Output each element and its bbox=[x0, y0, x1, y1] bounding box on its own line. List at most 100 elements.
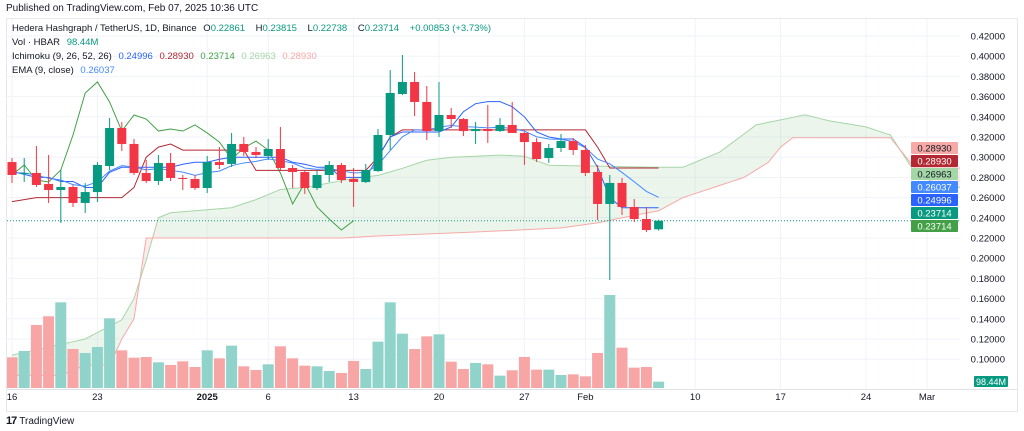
candle-body bbox=[275, 149, 285, 169]
volume-bar bbox=[250, 369, 262, 388]
close-value: 0.23714 bbox=[364, 23, 400, 34]
candle-body bbox=[288, 168, 298, 173]
span-a-line bbox=[11, 114, 960, 356]
symbol-title[interactable]: Hedera Hashgraph / TetherUS, 1D, Binance bbox=[12, 23, 197, 34]
volume-bar bbox=[506, 370, 518, 388]
tradingview-logo[interactable]: 17 TradingView bbox=[6, 415, 74, 427]
candle bbox=[92, 162, 102, 203]
candle bbox=[544, 143, 554, 163]
volume-bar bbox=[372, 341, 384, 388]
cloud-segment bbox=[731, 133, 744, 182]
candle bbox=[654, 219, 664, 231]
volume-bar bbox=[43, 316, 55, 388]
price-badge: 0.26963 bbox=[911, 168, 958, 181]
price-badge-bg bbox=[911, 194, 958, 206]
cloud-segment bbox=[744, 124, 757, 178]
candle-body bbox=[153, 162, 163, 182]
cloud-segment bbox=[475, 155, 488, 232]
candle-body bbox=[373, 134, 383, 172]
volume-bar bbox=[567, 374, 579, 388]
candle-body bbox=[422, 101, 432, 132]
volume-value: 98.44M bbox=[66, 37, 99, 48]
candle bbox=[495, 118, 505, 132]
candle-body bbox=[227, 143, 237, 164]
price-badge-label: 0.26963 bbox=[917, 170, 951, 181]
volume-bar bbox=[238, 366, 250, 388]
volume-bar bbox=[531, 369, 543, 388]
candle bbox=[532, 138, 542, 163]
cloud-segment bbox=[817, 117, 830, 138]
open-value: 0.22861 bbox=[210, 23, 246, 34]
cloud-segment bbox=[573, 165, 586, 227]
candle bbox=[263, 139, 273, 161]
volume-bar bbox=[653, 381, 665, 388]
candle-body bbox=[300, 172, 310, 189]
cloud-segment bbox=[256, 194, 269, 238]
kijun-line bbox=[11, 129, 659, 203]
candle bbox=[190, 174, 200, 191]
cloud-segment bbox=[646, 167, 659, 214]
volume-bar bbox=[152, 362, 164, 388]
volume-bar bbox=[30, 324, 42, 388]
cloud-segment bbox=[805, 114, 818, 138]
candle-body bbox=[471, 129, 481, 132]
volume-bar bbox=[396, 333, 408, 388]
lagging-value: 0.23714 bbox=[200, 51, 235, 62]
cloud-segment bbox=[695, 157, 708, 194]
cloud-segment bbox=[170, 211, 183, 238]
price-badge-label: 0.24996 bbox=[917, 196, 951, 207]
price-tick-label: 0.30000 bbox=[971, 153, 1005, 164]
time-tick-label: 10 bbox=[690, 392, 701, 403]
price-tick-label: 0.22000 bbox=[971, 234, 1005, 245]
cloud-segment bbox=[268, 189, 281, 238]
candle bbox=[68, 184, 78, 207]
cloud-segment bbox=[414, 160, 427, 235]
volume-bar bbox=[177, 361, 189, 388]
cloud-segment bbox=[231, 203, 244, 238]
legend-ichimoku-row[interactable]: Ichimoku (9, 26, 52, 26) 0.24996 0.28930… bbox=[12, 50, 495, 64]
tradingview-logo-icon: 17 bbox=[6, 415, 17, 427]
span-b-line bbox=[12, 137, 960, 376]
volume-bar bbox=[555, 374, 567, 388]
price-tick-label: 0.42000 bbox=[971, 32, 1005, 43]
cloud-segment bbox=[670, 167, 683, 205]
candle bbox=[397, 54, 407, 95]
candle-body bbox=[349, 179, 359, 182]
price-badge: 0.28930 bbox=[911, 142, 958, 155]
tenkan-line bbox=[11, 101, 659, 209]
volume-bar bbox=[213, 358, 225, 388]
high-value: 0.23815 bbox=[262, 23, 297, 34]
cloud-segment bbox=[487, 155, 500, 232]
candle-body bbox=[495, 124, 505, 132]
volume-bar bbox=[116, 350, 128, 388]
candle-body bbox=[446, 114, 456, 120]
candle-body bbox=[56, 186, 66, 191]
price-badge-bg bbox=[911, 181, 958, 193]
candle bbox=[214, 146, 224, 170]
candle bbox=[593, 164, 603, 221]
cloud-segment bbox=[439, 157, 452, 234]
candle-body bbox=[178, 178, 188, 180]
cloud-segment bbox=[756, 122, 769, 170]
cloud-segment bbox=[719, 143, 732, 186]
volume-bar bbox=[348, 360, 360, 388]
legend-volume-row[interactable]: Vol · HBAR 98.44M bbox=[12, 36, 495, 50]
time-tick-label: 23 bbox=[92, 392, 103, 403]
price-tick-label: 0.14000 bbox=[971, 314, 1005, 325]
candle bbox=[227, 132, 237, 167]
candle-body bbox=[44, 183, 54, 191]
volume-bar bbox=[604, 295, 616, 388]
volume-bar bbox=[616, 347, 628, 388]
volume-bar bbox=[628, 367, 640, 388]
candle bbox=[80, 183, 90, 213]
candle bbox=[239, 137, 249, 156]
legend-ema-row[interactable]: EMA (9, close) 0.26037 bbox=[12, 64, 495, 78]
candle-body bbox=[593, 171, 603, 204]
volume-bar bbox=[189, 367, 201, 388]
time-tick-label: Mar bbox=[919, 392, 935, 403]
candle bbox=[288, 164, 298, 189]
close-label: C bbox=[357, 23, 365, 34]
cloud-segment bbox=[878, 130, 891, 138]
open-label: O bbox=[203, 23, 211, 34]
